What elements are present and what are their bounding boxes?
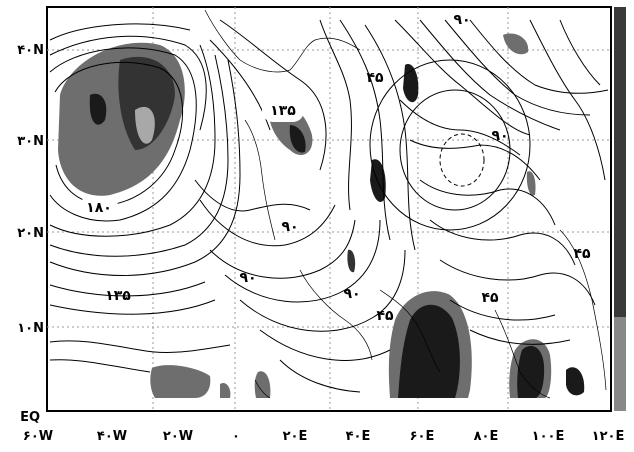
contour-label-90-sahara: ۹۰ — [239, 270, 256, 286]
contour-label-135-africa: ۱۳۵ — [270, 103, 296, 119]
lon-label-120e: ۱۲۰E — [592, 429, 625, 444]
lon-label-60e: ۶۰E — [410, 429, 435, 444]
latitude-labels: ۴۰N ۳۰N ۲۰N ۱۰N EQ — [17, 43, 44, 425]
contour-label-group: ۱۸۰ ۱۳۵ ۱۳۵ ۹۰ ۹۰ ۹۰ ۹۰ ۹۰ ۴۵ ۴۵ ۴۵ ۴۵ — [80, 12, 591, 324]
lon-label-40e: ۴۰E — [346, 429, 371, 444]
contour-label-180: ۱۸۰ — [86, 200, 112, 216]
lon-label-100e: ۱۰۰E — [532, 429, 565, 444]
contour-label-90-east: ۹۰ — [343, 286, 360, 302]
lat-label-30n: ۳۰N — [17, 134, 44, 149]
lon-label-60w: ۶۰W — [23, 429, 53, 444]
lon-label-20e: ۲۰E — [283, 429, 308, 444]
contour-label-45-arabia: ۴۵ — [376, 308, 394, 324]
coastlines — [204, 9, 607, 399]
lon-label-40w: ۴۰W — [97, 429, 127, 444]
contour-label-90-bay: ۹۰ — [491, 128, 508, 144]
contour-label-90-central: ۹۰ — [281, 219, 298, 235]
lon-label-20w: ۲۰W — [163, 429, 193, 444]
contour-label-45-india: ۴۵ — [481, 290, 499, 306]
contour-lines — [49, 19, 609, 393]
lat-label-10n: ۱۰N — [17, 321, 44, 336]
lat-label-40n: ۴۰N — [17, 43, 44, 58]
longitude-labels: ۶۰W ۴۰W ۲۰W ۰ ۲۰E ۴۰E ۶۰E ۸۰E ۱۰۰E ۱۲۰E — [23, 429, 624, 444]
colorbar — [614, 7, 626, 411]
lat-label-eq: EQ — [20, 410, 40, 425]
contour-label-90-india-north: ۹۰ — [453, 12, 470, 28]
contour-label-45-east: ۴۵ — [573, 246, 591, 262]
lon-label-80e: ۸۰E — [474, 429, 499, 444]
lat-label-20n: ۲۰N — [17, 226, 44, 241]
lon-label-0: ۰ — [232, 429, 240, 444]
contour-label-135-west: ۱۳۵ — [105, 288, 131, 304]
shaded-jet-regions — [58, 33, 585, 398]
contour-label-45-mid: ۴۵ — [366, 70, 384, 86]
